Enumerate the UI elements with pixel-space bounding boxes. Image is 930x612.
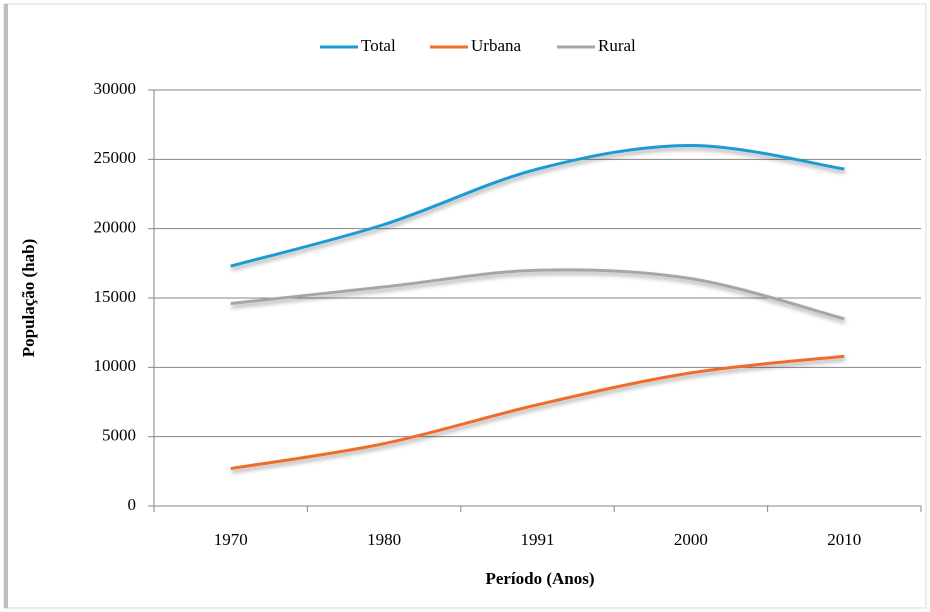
y-tick-label: 30000	[94, 79, 137, 98]
y-tick-label: 25000	[94, 148, 137, 167]
y-axis-title: População (hab)	[19, 239, 38, 358]
y-tick-label: 20000	[94, 218, 137, 237]
legend-label: Urbana	[471, 36, 521, 55]
series-line	[230, 143, 845, 268]
y-tick-label: 15000	[94, 287, 137, 306]
legend-label: Rural	[598, 36, 636, 55]
x-axis-title: Período (Anos)	[485, 569, 594, 588]
series-line	[230, 354, 845, 471]
x-tick-label: 1991	[521, 530, 555, 549]
x-tick-label: 1970	[214, 530, 248, 549]
x-tick-label: 1980	[367, 530, 401, 549]
x-tick-label: 2010	[827, 530, 861, 549]
y-tick-label: 5000	[102, 426, 136, 445]
legend-label: Total	[361, 36, 396, 55]
chart-frame	[3, 3, 927, 609]
series-line	[230, 268, 845, 321]
frame-shadow	[4, 4, 8, 608]
y-tick-label: 0	[128, 495, 137, 514]
y-tick-label: 10000	[94, 356, 137, 375]
x-tick-label: 2000	[674, 530, 708, 549]
